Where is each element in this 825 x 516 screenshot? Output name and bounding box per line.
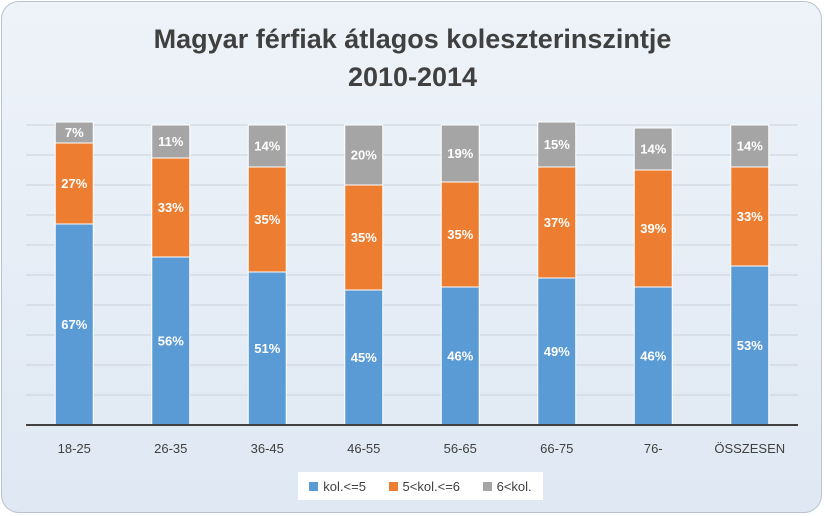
data-label: 67% <box>61 317 87 332</box>
bar-segment <box>54 142 94 225</box>
bar-segment <box>537 121 577 168</box>
data-label: 14% <box>254 139 280 154</box>
data-label: 39% <box>640 221 666 236</box>
legend-label-series-3: 6<kol. <box>496 478 532 494</box>
bar-segment <box>247 124 287 168</box>
data-label: 56% <box>158 334 184 349</box>
bar-segment <box>247 166 287 273</box>
legend-item-series-3: 6<kol. <box>482 478 532 494</box>
legend-swatch-series-3 <box>482 481 492 491</box>
legend-item-series-2: 5<kol.<=6 <box>388 478 461 494</box>
data-label: 37% <box>544 215 570 230</box>
bar-segment <box>730 124 770 168</box>
legend-swatch-series-1 <box>309 481 319 491</box>
data-label: 14% <box>640 142 666 157</box>
chart-title: Magyar férfiak átlagos koleszterinszintj… <box>2 20 821 96</box>
bar-segment <box>440 286 480 426</box>
legend-label-series-1: kol.<=5 <box>323 478 366 494</box>
x-tick-label: 46-55 <box>347 441 380 456</box>
x-tick-label: 56-65 <box>444 441 477 456</box>
bar-segment <box>151 124 191 159</box>
data-label: 35% <box>254 212 280 227</box>
chart-title-line-1: Magyar férfiak átlagos koleszterinszintj… <box>153 24 672 54</box>
legend: kol.<=5 5<kol.<=6 6<kol. <box>298 472 543 500</box>
bar-segment <box>54 121 94 144</box>
data-label: 15% <box>544 137 570 152</box>
bar-segment <box>730 166 770 267</box>
x-tick-label: 18-25 <box>58 441 91 456</box>
x-tick-label: 26-35 <box>154 441 187 456</box>
data-label: 51% <box>254 341 280 356</box>
legend-label-series-2: 5<kol.<=6 <box>402 478 461 494</box>
x-tick-label: 66-75 <box>540 441 573 456</box>
data-label: 33% <box>158 200 184 215</box>
data-label: 45% <box>351 350 377 365</box>
bar-segment <box>440 181 480 288</box>
bar-segment <box>344 124 384 186</box>
bar-segment <box>440 124 480 183</box>
data-label: 19% <box>447 146 473 161</box>
data-label: 35% <box>447 227 473 242</box>
bar-segment <box>151 157 191 258</box>
data-label: 49% <box>544 344 570 359</box>
x-tick-label: ÖSSZESEN <box>714 441 785 456</box>
data-label: 14% <box>737 139 763 154</box>
data-label: 33% <box>737 209 763 224</box>
chart-title-line-2: 2010-2014 <box>347 62 478 92</box>
data-label: 35% <box>351 230 377 245</box>
legend-item-series-1: kol.<=5 <box>309 479 366 494</box>
data-label: 11% <box>158 134 184 149</box>
bar-segment <box>633 127 673 171</box>
bar-segment <box>344 289 384 426</box>
data-label: 53% <box>737 338 763 353</box>
bar-segment <box>344 184 384 291</box>
data-label: 20% <box>351 148 377 163</box>
bar-segment <box>633 169 673 288</box>
bar-segment <box>537 277 577 426</box>
bar-segment <box>633 286 673 426</box>
legend-swatch-series-2 <box>388 481 398 491</box>
x-tick-label: 76- <box>644 441 663 456</box>
bar-segment <box>54 223 94 426</box>
bar-segment <box>151 256 191 426</box>
data-label: 46% <box>447 349 473 364</box>
data-label: 7% <box>65 125 84 140</box>
x-tick-label: 36-45 <box>251 441 284 456</box>
data-label: 27% <box>61 176 87 191</box>
data-label: 46% <box>640 349 666 364</box>
